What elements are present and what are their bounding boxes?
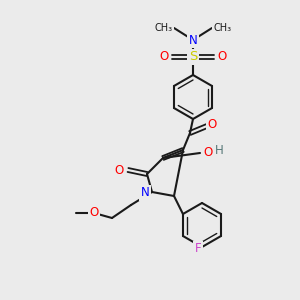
Text: CH₃: CH₃: [213, 23, 231, 33]
Text: N: N: [189, 34, 197, 46]
Text: N: N: [141, 187, 149, 200]
Text: CH₃: CH₃: [155, 23, 173, 33]
Text: O: O: [89, 206, 99, 218]
Text: H: H: [215, 143, 224, 157]
Text: O: O: [203, 146, 212, 160]
Text: O: O: [217, 50, 226, 64]
Text: O: O: [207, 118, 217, 131]
Text: O: O: [115, 164, 124, 176]
Text: S: S: [189, 50, 197, 64]
Text: F: F: [195, 242, 201, 256]
Text: O: O: [160, 50, 169, 64]
